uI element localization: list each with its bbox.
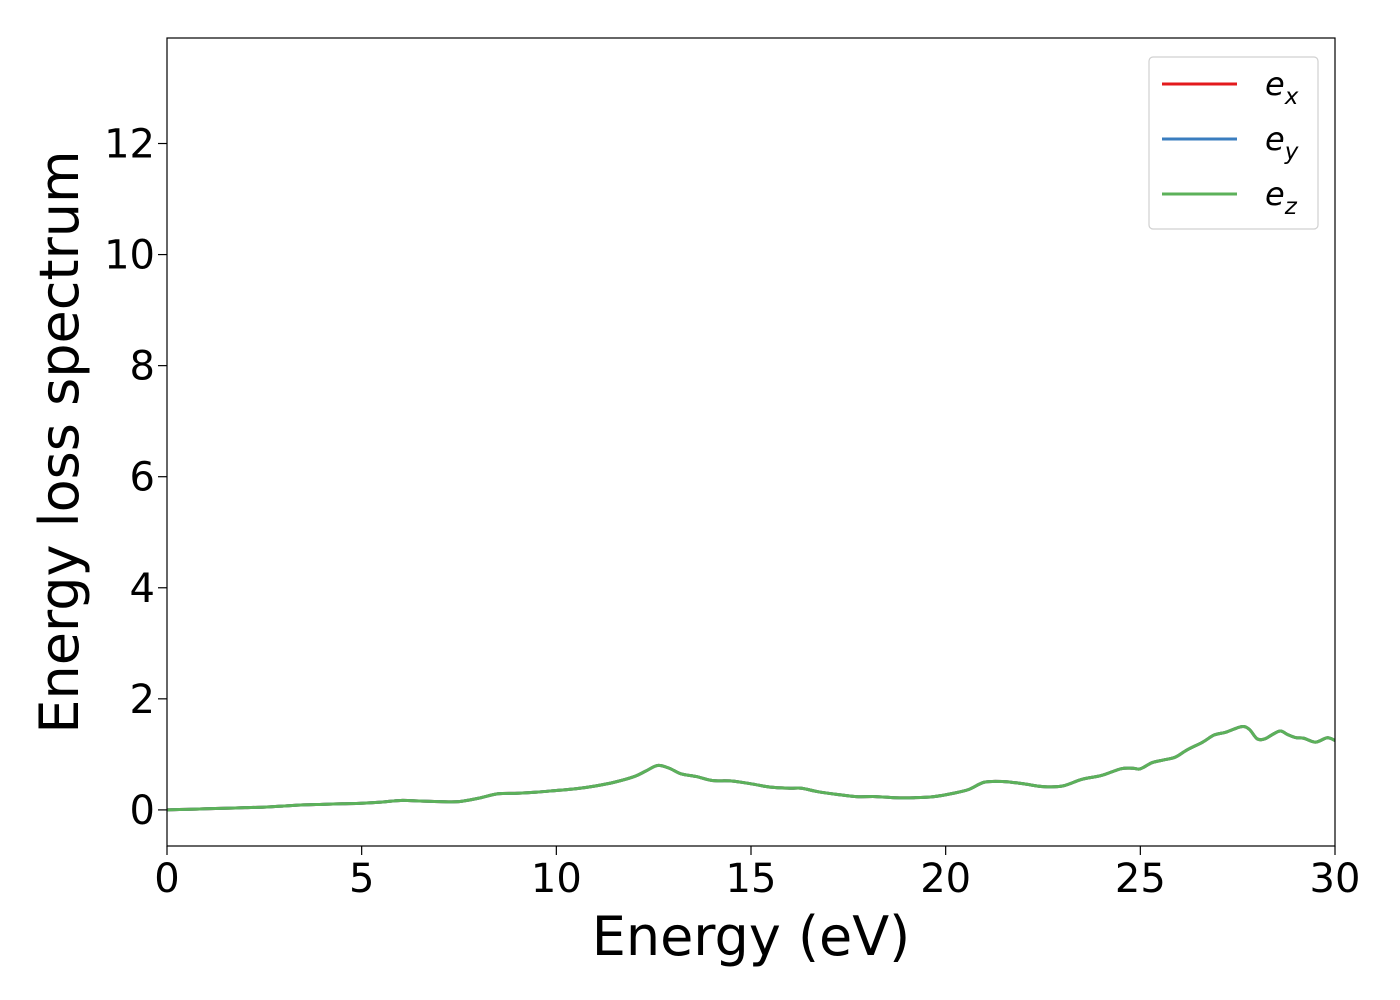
y-tick-label: 6: [130, 455, 155, 501]
legend-label-base: e: [1265, 65, 1285, 103]
y-axis-title: Energy loss spectrum: [28, 150, 91, 733]
x-axis-title: Energy (eV): [592, 905, 911, 968]
x-tick-label: 30: [1310, 856, 1361, 902]
legend-label-ez: ez: [1265, 175, 1298, 220]
x-tick-label: 20: [920, 856, 971, 902]
legend-label-subscript: x: [1284, 84, 1299, 110]
y-tick-label: 12: [104, 122, 155, 168]
series-line-ez: [166, 725, 1336, 812]
legend-box: [1148, 56, 1319, 230]
x-tick-label: 5: [349, 856, 374, 902]
legend-label-ex: ex: [1265, 65, 1299, 110]
legend-label-ey: ey: [1265, 120, 1299, 165]
y-tick-label: 4: [130, 566, 155, 612]
y-axis: 0 2 4 6 8 10 12: [104, 122, 167, 834]
x-tick-label: 0: [154, 856, 179, 902]
y-tick-label: 0: [130, 788, 155, 834]
y-tick-label: 2: [130, 677, 155, 723]
x-axis: 0 5 10 15 20 25 30: [154, 846, 1360, 902]
x-tick-label: 15: [726, 856, 777, 902]
x-tick-label: 10: [531, 856, 582, 902]
series-layer: [166, 725, 1336, 812]
legend-label-base: e: [1265, 175, 1285, 213]
x-tick-label: 25: [1115, 856, 1166, 902]
legend-label-subscript: z: [1284, 194, 1298, 220]
legend-label-subscript: y: [1284, 139, 1299, 165]
y-tick-label: 10: [104, 233, 155, 279]
legend-label-base: e: [1265, 120, 1285, 158]
y-tick-label: 8: [130, 344, 155, 390]
